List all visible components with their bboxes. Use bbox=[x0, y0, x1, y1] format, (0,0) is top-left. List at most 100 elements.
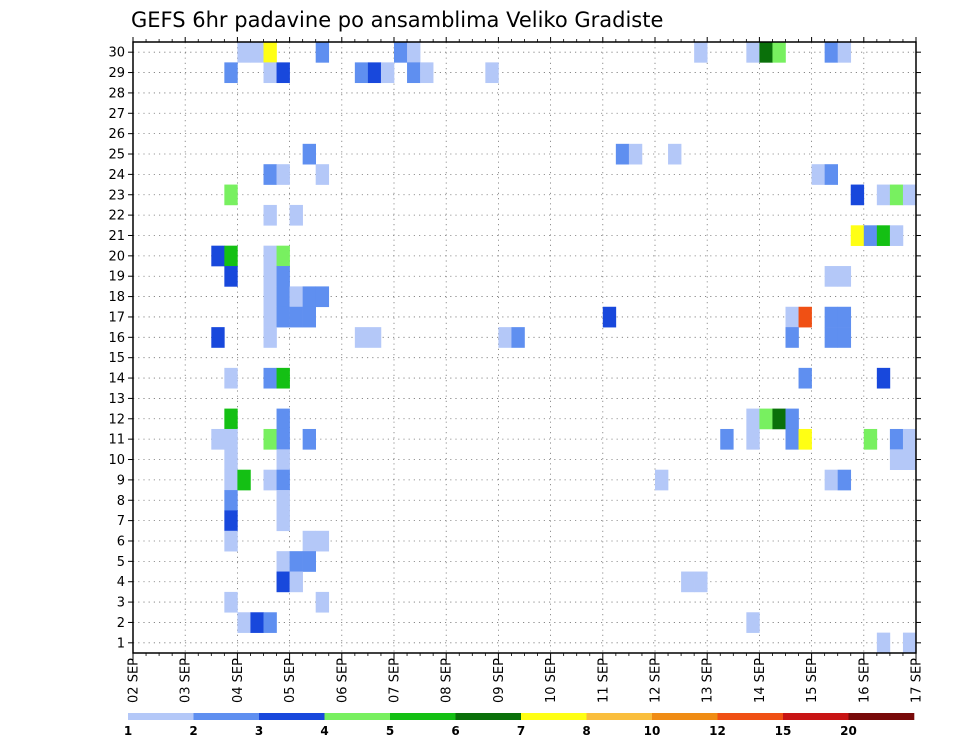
colorbar-label: 8 bbox=[582, 724, 590, 738]
colorbar-swatch bbox=[455, 713, 522, 720]
precip-cell bbox=[276, 428, 290, 450]
precip-cell bbox=[785, 327, 799, 348]
precip-cell bbox=[224, 408, 238, 430]
precip-cell bbox=[315, 286, 330, 308]
precip-cell bbox=[224, 245, 238, 267]
precip-cell bbox=[315, 164, 330, 185]
y-tick-label: 3 bbox=[117, 596, 125, 611]
precip-cell bbox=[354, 327, 369, 348]
y-tick-label: 10 bbox=[108, 453, 125, 468]
precip-cell bbox=[302, 143, 316, 165]
x-axis: 02 SEP 03 SEP 04 SEP 05 SEP 06 SEP 07 SEP 08 S… bbox=[127, 37, 925, 703]
y-tick-label: 27 bbox=[108, 107, 125, 122]
colorbar-label: 1 bbox=[124, 724, 132, 738]
precip-cell bbox=[237, 612, 251, 633]
x-tick-label: 09 SEP bbox=[492, 658, 507, 703]
precip-cell bbox=[407, 42, 421, 63]
precip-cell bbox=[276, 408, 290, 430]
y-tick-label: 14 bbox=[108, 372, 125, 387]
x-tick-label: 08 SEP bbox=[440, 658, 455, 703]
precip-cell bbox=[263, 612, 277, 633]
y-tick-label: 17 bbox=[108, 310, 125, 325]
precip-cell bbox=[302, 428, 316, 450]
precip-cell bbox=[224, 530, 238, 552]
precip-cell bbox=[263, 266, 277, 287]
y-tick-label: 16 bbox=[108, 331, 125, 346]
precip-cell bbox=[863, 428, 878, 450]
precip-cell bbox=[224, 510, 238, 532]
precip-cell bbox=[824, 266, 838, 287]
precip-cell bbox=[485, 62, 499, 84]
y-tick-label: 1 bbox=[117, 636, 125, 651]
precip-cell bbox=[354, 62, 369, 84]
precip-cell bbox=[263, 367, 277, 389]
colorbar-label: 20 bbox=[840, 724, 857, 738]
x-tick-label: 05 SEP bbox=[283, 658, 298, 703]
chart-title: GEFS 6hr padavine po ansamblima Veliko G… bbox=[131, 8, 663, 32]
y-tick-label: 2 bbox=[117, 616, 125, 631]
precip-cell bbox=[876, 225, 891, 246]
precip-cell bbox=[889, 225, 904, 246]
precip-cell bbox=[511, 327, 525, 348]
precip-cell bbox=[276, 306, 290, 328]
precip-cell bbox=[276, 62, 290, 84]
colorbar-swatch bbox=[521, 713, 587, 720]
precip-cell bbox=[668, 143, 682, 165]
precip-cell bbox=[224, 367, 238, 389]
precip-cell bbox=[772, 408, 786, 430]
precip-cell bbox=[302, 306, 316, 328]
colorbar-swatch bbox=[259, 713, 325, 720]
precip-cell bbox=[785, 428, 799, 450]
precip-cell bbox=[902, 449, 917, 470]
precip-cell bbox=[263, 286, 277, 308]
precip-cell bbox=[746, 42, 760, 63]
precip-cell bbox=[889, 449, 904, 470]
precip-cell bbox=[837, 306, 852, 328]
colorbar-swatch bbox=[324, 713, 391, 720]
y-tick-label: 9 bbox=[117, 473, 125, 488]
y-tick-label: 29 bbox=[108, 66, 125, 81]
precip-cell bbox=[824, 306, 838, 328]
colorbar-label: 10 bbox=[644, 724, 661, 738]
precip-cell bbox=[250, 42, 264, 63]
x-tick-label: 07 SEP bbox=[388, 658, 403, 703]
precip-cell bbox=[224, 62, 238, 84]
colorbar-swatch bbox=[783, 713, 849, 720]
precip-cell bbox=[837, 266, 852, 287]
precip-cell bbox=[798, 428, 812, 450]
x-tick-label: 11 SEP bbox=[596, 658, 611, 703]
colorbar-swatch bbox=[128, 713, 194, 720]
x-tick-label: 15 SEP bbox=[805, 658, 820, 703]
precip-cell bbox=[263, 42, 277, 63]
precip-cell bbox=[276, 469, 290, 491]
colorbar-swatch bbox=[848, 713, 915, 720]
y-tick-label: 24 bbox=[108, 168, 125, 183]
colorbar-label: 5 bbox=[386, 724, 394, 738]
x-tick-label: 17 SEP bbox=[910, 658, 925, 703]
colorbar-label: 2 bbox=[189, 724, 197, 738]
precip-cell bbox=[367, 327, 382, 348]
colorbar-swatch bbox=[390, 713, 456, 720]
precip-cell bbox=[263, 204, 277, 226]
precip-cell bbox=[263, 245, 277, 267]
colorbar-label: 4 bbox=[320, 724, 328, 738]
precip-cell bbox=[785, 306, 799, 328]
precip-cell bbox=[694, 42, 708, 63]
precip-cell bbox=[315, 530, 330, 552]
precip-cell bbox=[772, 42, 786, 63]
y-tick-label: 21 bbox=[108, 229, 125, 244]
precip-cell bbox=[498, 327, 512, 348]
precip-cell bbox=[224, 266, 238, 287]
precip-cell bbox=[876, 184, 891, 206]
precip-cell bbox=[276, 286, 290, 308]
colorbar-swatch bbox=[193, 713, 260, 720]
precip-cell bbox=[876, 367, 891, 389]
x-tick-label: 10 SEP bbox=[544, 658, 559, 703]
precip-cell bbox=[263, 428, 277, 450]
y-axis: 1234567891011121314151617181920212223242… bbox=[108, 46, 921, 651]
y-tick-label: 5 bbox=[117, 555, 125, 570]
precip-cell bbox=[315, 591, 330, 613]
precip-cell bbox=[720, 428, 734, 450]
precip-cell bbox=[224, 469, 238, 491]
